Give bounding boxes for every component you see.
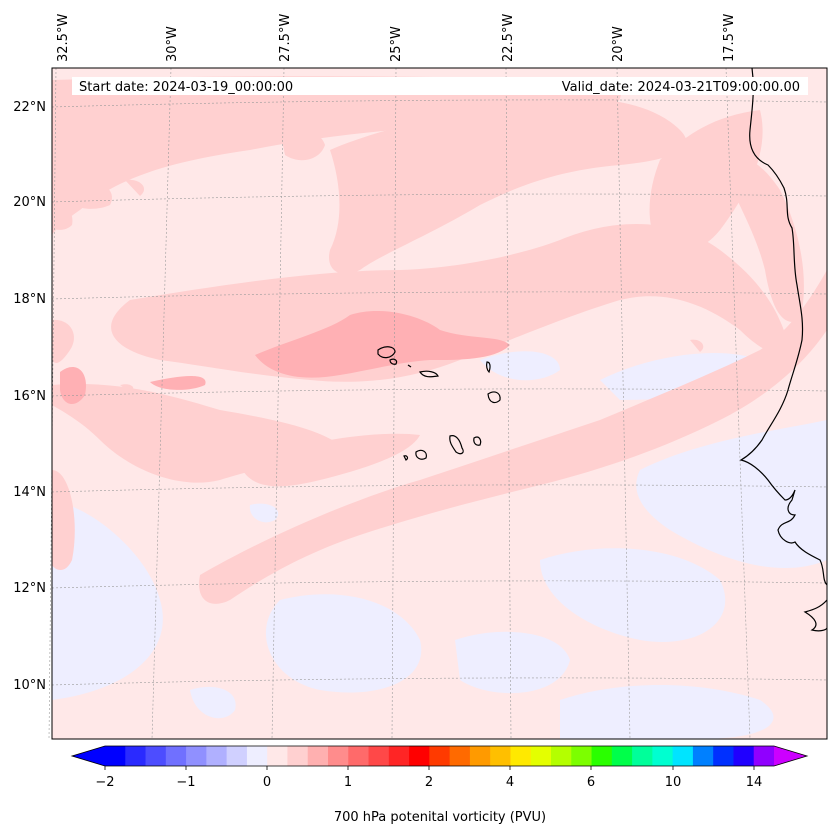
colorbar-segment [713,746,735,766]
colorbar-segment [692,746,714,766]
colorbar-segment [206,746,228,766]
lat-label: 22°N [13,100,46,115]
colorbar-tick-label: 4 [506,775,514,790]
colorbar-segment [125,746,147,766]
island-boa-vista [487,391,501,404]
colorbar-segment [530,746,552,766]
island-sao-nicolau [419,370,439,378]
coastlines [377,67,828,632]
lon-label: 32.5°W [56,14,71,62]
colorbar-tick-label: 0 [263,775,271,790]
colorbar-segment [145,746,167,766]
colorbar-segment [165,746,187,766]
colorbar-segment [632,746,653,766]
valid-date-label: Valid_date: 2024-03-21T09:00:00.00 [562,80,800,95]
colorbar-segment [510,746,532,766]
colorbar-tick-label: 6 [587,775,595,790]
lat-label: 18°N [13,292,46,307]
lon-label: 25°W [389,26,404,62]
colorbar-segment [388,746,410,766]
colorbar-segment [328,746,349,766]
colorbar-ticks [104,766,755,770]
islet-small [407,364,412,368]
latitude-labels: 22°N 20°N 18°N 16°N 14°N 12°N 10°N [13,100,46,693]
island-santiago [449,435,464,455]
colorbar-segment [287,746,309,766]
positive-pv-bands [52,76,827,604]
colorbar-segment [307,746,329,766]
lon-label: 20°W [611,26,626,62]
colorbar-tick-label: −2 [95,775,114,790]
date-info-box [72,77,808,95]
start-date-label: Start date: 2024-03-19_00:00:00 [79,80,293,95]
colorbar-segment [551,746,572,766]
colorbar-segment [449,746,471,766]
strong-pv-core [60,310,510,405]
colorbar-segment [672,746,694,766]
colorbar-tick-label: 14 [746,775,763,790]
map-panel [48,67,828,740]
colorbar-segment [348,746,370,766]
lat-label: 16°N [13,389,46,404]
colorbar-segment [753,746,775,766]
colorbar-segment [591,746,613,766]
colorbar-segment [409,746,430,766]
island-brava [403,455,409,461]
lon-label: 30°W [165,26,180,62]
colorbar-segment [733,746,755,766]
colorbar-segment [571,746,593,766]
colorbar-tick-label: 1 [344,775,352,790]
lat-label: 12°N [13,581,46,596]
island-sal [486,361,491,374]
colorbar-segment [246,746,268,766]
colorbar: −2 −1 0 1 2 4 6 10 14 700 hPa potenital … [70,745,809,825]
lat-label: 20°N [13,195,46,210]
colorbar-segment [611,746,633,766]
island-maio [473,436,482,446]
colorbar-tick-label: 10 [665,775,682,790]
colorbar-segment [186,746,207,766]
colorbar-segment [226,746,248,766]
island-santo-antao [377,346,396,359]
colorbar-segment [368,746,390,766]
lon-label: 22.5°W [501,14,516,62]
colorbar-segment [429,746,451,766]
lon-label: 27.5°W [278,14,293,62]
colorbar-label: 700 hPa potenital vorticity (PVU) [334,810,546,825]
lat-label: 14°N [13,485,46,500]
colorbar-segment [267,746,289,766]
colorbar-segment [652,746,674,766]
colorbar-segment [105,746,126,766]
colorbar-tick-label: 2 [425,775,433,790]
lat-label: 10°N [13,678,46,693]
colorbar-tick-label: −1 [176,775,195,790]
island-sao-vicente [389,358,398,365]
colorbar-under-arrow [72,746,105,766]
colorbar-segment [469,746,491,766]
colorbar-segment [490,746,512,766]
negative-pv-patches [52,351,827,739]
colorbar-over-arrow [774,746,807,766]
african-coast [739,67,828,632]
map-frame [51,67,828,740]
longitude-labels: 32.5°W 30°W 27.5°W 25°W 22.5°W 20°W 17.5… [56,14,737,62]
gridlines [48,67,828,740]
colorbar-tick-labels: −2 −1 0 1 2 4 6 10 14 [95,775,762,790]
lon-label: 17.5°W [722,14,737,62]
island-fogo [415,449,427,460]
colorbar-segments [105,746,775,766]
